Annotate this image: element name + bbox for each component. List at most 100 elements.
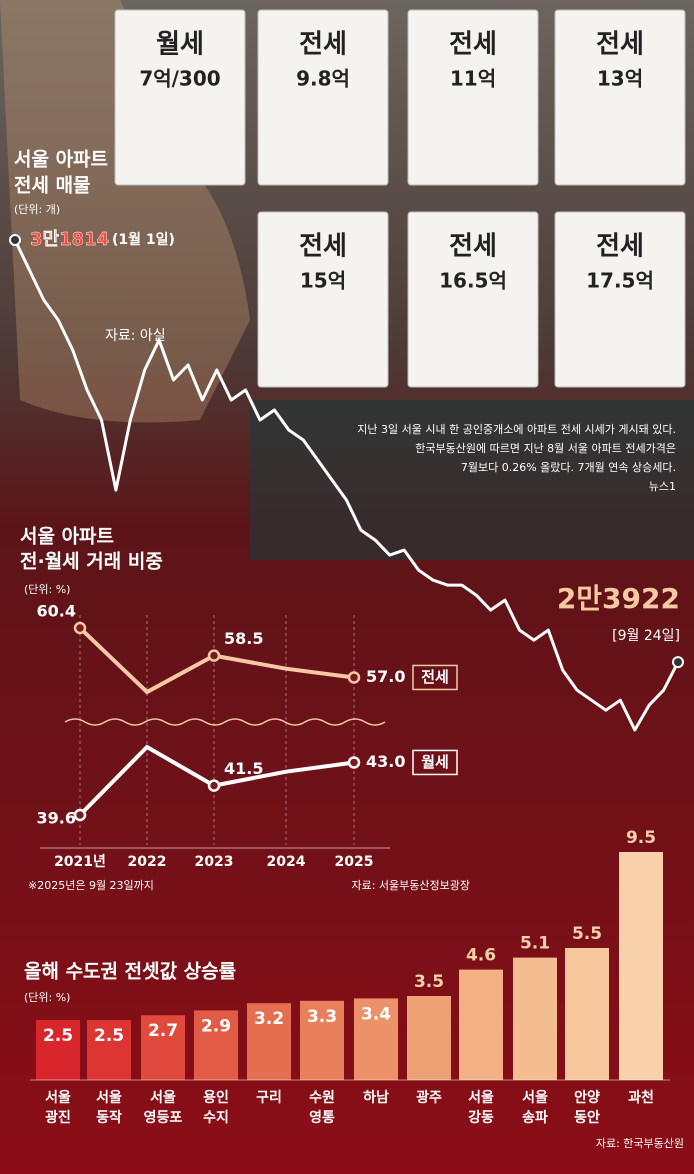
sign-price: 7억/300 — [139, 67, 220, 91]
x-tick-label: 구리 — [256, 1090, 282, 1106]
bar — [300, 1000, 344, 1080]
chart-title: 서울 아파트 — [14, 149, 108, 171]
x-tick-label: 서울 — [96, 1089, 122, 1106]
axis-break — [64, 718, 386, 726]
x-tick-label: 송파 — [522, 1110, 548, 1126]
sign-card — [257, 211, 389, 388]
x-tick-label: 2022 — [128, 854, 167, 870]
point — [207, 649, 221, 662]
sign-card — [554, 211, 686, 388]
value-label: 9.5 — [626, 828, 656, 848]
bar — [247, 1003, 291, 1080]
value-label: 3.4 — [361, 1004, 391, 1024]
bar — [141, 1015, 185, 1080]
chart-title: 서울 아파트 — [20, 526, 114, 548]
caption-line: 7월보다 0.26% 올랐다. 7개월 연속 상승세다. — [461, 461, 676, 474]
sign-kind: 전세 — [299, 232, 347, 262]
source: 자료: 한국부동산원 — [596, 1137, 684, 1150]
point — [347, 671, 361, 684]
x-tick-label: 영등포 — [144, 1109, 183, 1126]
caption-panel — [250, 400, 694, 560]
x-tick-label: 과천 — [628, 1090, 654, 1106]
bar — [565, 948, 609, 1080]
date-label: (1월 1일) — [112, 231, 175, 248]
point — [73, 808, 87, 822]
end-point — [9, 234, 21, 246]
sign-card — [114, 9, 246, 186]
sign-kind: 전세 — [449, 232, 497, 262]
value-label: 4.6 — [466, 946, 496, 966]
x-tick-label: 2024 — [267, 854, 306, 870]
chart-title: 올해 수도권 전셋값 상승률 — [24, 961, 236, 983]
x-tick-label: 수원 — [309, 1090, 335, 1106]
sign-price: 9.8억 — [296, 67, 350, 91]
value-label: 2.5 — [43, 1026, 73, 1046]
caption-line: 한국부동산원에 따르면 지난 8월 서울 아파트 전세가격은 — [415, 442, 676, 455]
x-tick-label: 서울 — [522, 1089, 548, 1106]
photo-credit: 뉴스1 — [649, 480, 676, 493]
x-tick-label: 영통 — [309, 1109, 335, 1126]
x-tick-label: 2025 — [335, 854, 374, 870]
x-tick-label: 광주 — [416, 1089, 442, 1106]
bar — [354, 998, 398, 1080]
legend-label: 월세 — [421, 753, 449, 771]
x-tick-label: 안양 — [574, 1089, 600, 1106]
sign-kind: 전세 — [596, 30, 644, 60]
x-tick-label: 2021년 — [54, 854, 106, 870]
legend-box — [412, 664, 458, 691]
source: 자료: 아실 — [105, 328, 166, 344]
sign-price: 13억 — [597, 67, 643, 91]
x-tick-label: 서울 — [150, 1089, 176, 1106]
chart-title: 전세 매물 — [14, 175, 91, 197]
legend-box — [412, 749, 458, 776]
x-tick-label: 용인 — [203, 1089, 229, 1106]
value-label: 3.3 — [307, 1007, 337, 1027]
bar — [619, 852, 663, 1080]
end-point — [672, 656, 684, 669]
x-tick-label: 광진 — [45, 1109, 71, 1126]
line — [13, 239, 680, 732]
bar — [513, 957, 557, 1080]
sign-card — [407, 9, 539, 186]
sign-kind: 전세 — [299, 30, 347, 60]
chart-title: 전·월세 거래 비중 — [20, 551, 163, 573]
sign-price: 17.5억 — [586, 269, 654, 293]
bar — [194, 1010, 238, 1080]
sign-price: 16.5억 — [439, 269, 507, 293]
x-tick-label: 2023 — [195, 854, 234, 870]
x-tick-label: 수지 — [203, 1110, 229, 1126]
value-label: 57.0 — [366, 667, 405, 686]
point — [73, 621, 87, 635]
value-label: 41.5 — [224, 759, 263, 778]
value-label: 2만3922 — [557, 582, 680, 615]
value-label: 3만1814 — [30, 229, 109, 250]
value-label: 5.1 — [520, 934, 550, 954]
legend-label: 전세 — [421, 668, 449, 686]
sign-kind: 월세 — [156, 30, 204, 60]
value-label: 60.4 — [37, 602, 76, 621]
sign-price: 15억 — [300, 269, 346, 293]
bar — [87, 1020, 131, 1080]
x-tick-label: 동안 — [574, 1109, 600, 1126]
value-label: 3.2 — [254, 1009, 284, 1029]
point — [347, 756, 361, 769]
value-label: 43.0 — [366, 752, 405, 771]
bar — [407, 996, 451, 1080]
caption-line: 지난 3일 서울 시내 한 공인중개소에 아파트 전세 시세가 게시돼 있다. — [357, 422, 676, 436]
point — [207, 779, 221, 792]
sign-price: 11억 — [450, 67, 496, 91]
value-label: 5.5 — [572, 924, 602, 944]
bar — [36, 1020, 80, 1080]
note: ※2025년은 9월 23일까지 — [28, 878, 154, 892]
person — [0, 0, 250, 423]
value-label: 2.7 — [148, 1021, 178, 1041]
sign-card — [407, 211, 539, 388]
sign-kind: 전세 — [449, 30, 497, 60]
sign-card — [554, 9, 686, 186]
x-tick-label: 동작 — [96, 1109, 122, 1126]
date-label: [9월 24일] — [612, 628, 680, 644]
sign-card — [257, 9, 389, 186]
value-label: 2.9 — [201, 1016, 231, 1036]
